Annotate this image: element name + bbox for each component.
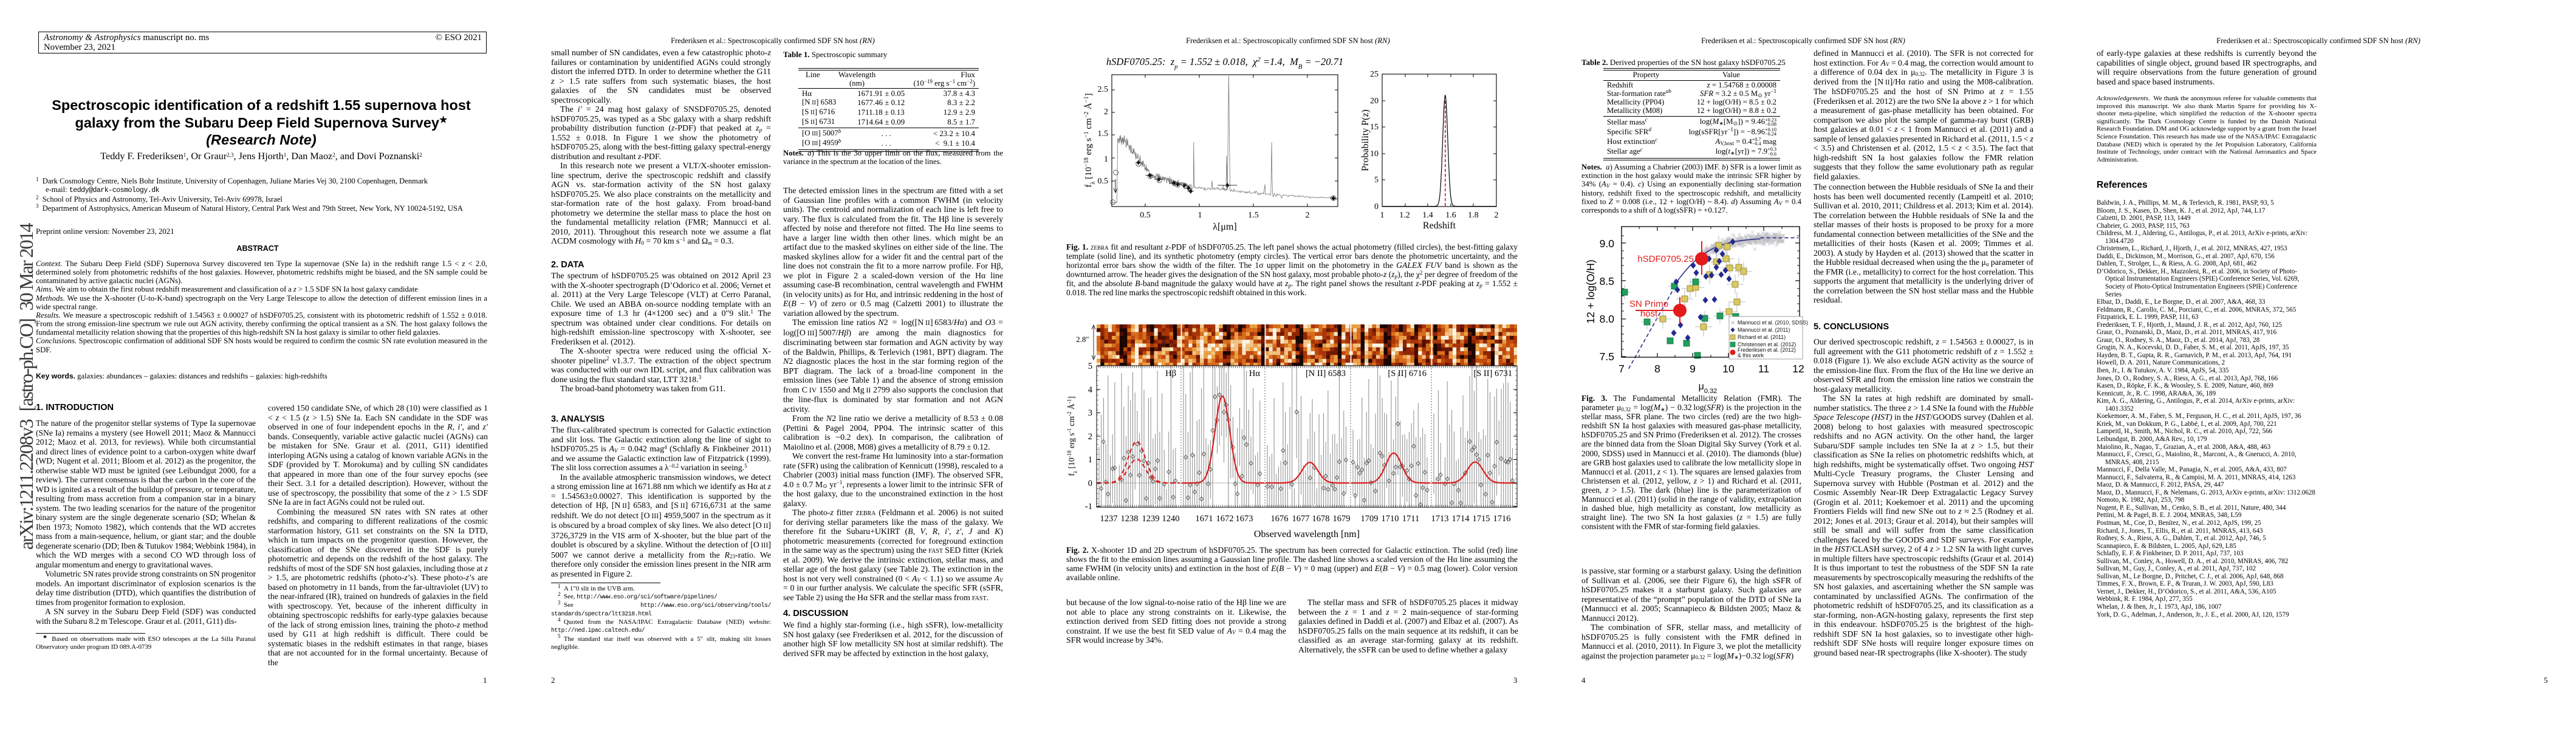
svg-text:1678: 1678 [1312,514,1330,524]
svg-text:1676: 1676 [1271,514,1289,524]
svg-text:1240: 1240 [1162,514,1180,524]
svg-text:Richard et al. (2011): Richard et al. (2011) [1738,334,1786,340]
svg-text:2.8″: 2.8″ [1076,335,1089,344]
svg-text:1.5: 1.5 [1248,211,1259,220]
svg-text:Probability P(z): Probability P(z) [1360,109,1371,171]
svg-text:1673: 1673 [1236,514,1253,524]
svg-text:25: 25 [1370,70,1379,79]
svg-text:9: 9 [1690,363,1696,375]
svg-text:1715: 1715 [1473,514,1490,524]
svg-text:3: 3 [1088,408,1092,418]
svg-text:0.5: 0.5 [1140,211,1151,220]
svg-text:1713: 1713 [1431,514,1449,524]
svg-text:Mannucci et al. (2011): Mannucci et al. (2011) [1738,327,1790,333]
svg-text:8.0: 8.0 [1600,313,1615,325]
svg-text:Hα: Hα [1249,369,1260,378]
svg-text:1: 1 [1198,211,1202,220]
svg-text:2.5: 2.5 [1098,85,1109,94]
svg-text:5: 5 [1374,176,1379,185]
svg-text:0.5: 0.5 [1098,177,1109,186]
svg-text:SN Primo: SN Primo [1629,299,1668,309]
svg-text:20: 20 [1370,97,1379,106]
svg-text:1672: 1672 [1216,514,1234,524]
svg-text:1.4: 1.4 [1422,211,1433,220]
svg-text:[N II] 6583: [N II] 6583 [1306,369,1346,378]
svg-text:1679: 1679 [1333,514,1351,524]
svg-text:1710: 1710 [1382,514,1399,524]
svg-text:5: 5 [1088,361,1092,371]
svg-text:Christensen et al. (2012): Christensen et al. (2012) [1738,341,1796,347]
svg-text:1671: 1671 [1196,514,1213,524]
svg-text:12: 12 [1792,363,1804,375]
svg-text:15: 15 [1370,123,1379,132]
svg-text:μ0.32: μ0.32 [1699,382,1718,395]
svg-text:0: 0 [1088,479,1092,488]
svg-text:7.5: 7.5 [1600,351,1614,363]
svg-text:1709: 1709 [1361,514,1379,524]
svg-text:1711: 1711 [1402,514,1419,524]
svg-text:1714: 1714 [1452,514,1470,524]
svg-text:12 + log(O/H): 12 + log(O/H) [1584,259,1597,324]
svg-text:1.5: 1.5 [1098,129,1109,139]
svg-text:-1: -1 [1085,502,1092,512]
svg-text:λ[μm]: λ[μm] [1213,222,1236,232]
svg-text:8.5: 8.5 [1600,275,1614,287]
svg-text:hSDF0705.25: hSDF0705.25 [1637,254,1694,264]
svg-text:1677: 1677 [1292,514,1310,524]
svg-text:0: 0 [1374,202,1379,211]
svg-text:2: 2 [1104,108,1108,117]
svg-text:10: 10 [1722,363,1735,375]
svg-text:1.6: 1.6 [1445,211,1456,220]
svg-text:Hβ: Hβ [1165,369,1176,378]
svg-text:Redshift: Redshift [1423,221,1456,231]
svg-text:8: 8 [1654,363,1660,375]
svg-text:[S II] 6731: [S II] 6731 [1473,369,1512,378]
svg-text:1: 1 [1088,455,1092,465]
svg-text:4: 4 [1088,385,1093,395]
svg-text:9.0: 9.0 [1600,238,1615,250]
svg-text:7: 7 [1619,363,1625,375]
svg-text:1238: 1238 [1121,514,1139,524]
svg-text:1.8: 1.8 [1468,211,1479,220]
svg-text:2: 2 [1495,211,1499,220]
svg-text:host: host [1640,309,1658,319]
svg-text:1: 1 [1380,211,1385,220]
svg-text:11: 11 [1758,363,1769,375]
svg-text:& this work: & this work [1738,352,1764,358]
svg-text:2: 2 [1306,211,1310,220]
svg-text:1.2: 1.2 [1399,211,1410,220]
svg-text:2: 2 [1088,432,1092,442]
svg-text:Mannucci et al. (2010, SDSS): Mannucci et al. (2010, SDSS) [1738,320,1808,326]
svg-text:Observed wavelength [nm]: Observed wavelength [nm] [1254,529,1360,539]
svg-text:fλ [10-18 erg s-1 cm-2 Å-1]: fλ [10-18 erg s-1 cm-2 Å-1] [1066,396,1078,476]
svg-text:[S II] 6716: [S II] 6716 [1388,369,1427,378]
svg-text:1239: 1239 [1142,514,1160,524]
svg-text:1237: 1237 [1100,514,1118,524]
svg-text:Frederiksen et al. (2012): Frederiksen et al. (2012) [1738,347,1796,353]
svg-text:1716: 1716 [1493,514,1511,524]
svg-text:1: 1 [1104,155,1108,164]
svg-text:10: 10 [1370,149,1379,159]
